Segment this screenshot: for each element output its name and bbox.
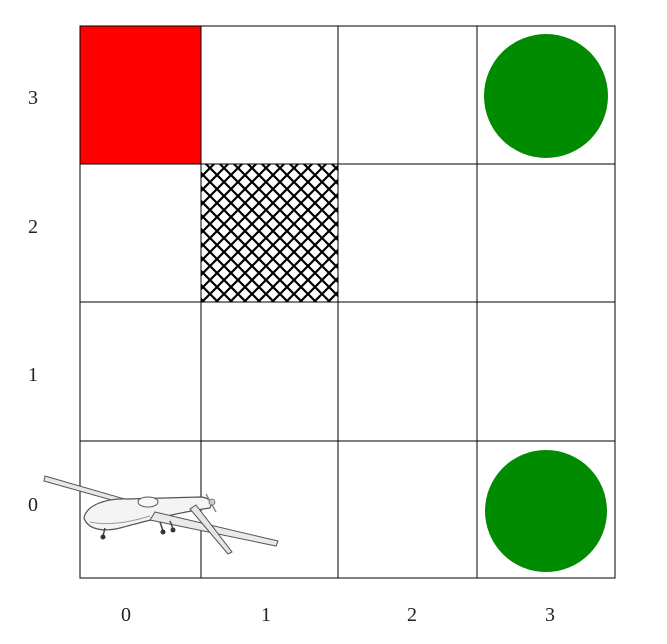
- y-label-3: 3: [28, 87, 38, 109]
- x-label-2: 2: [407, 604, 417, 626]
- red-square-cell: [80, 26, 201, 164]
- x-label-3: 3: [545, 604, 555, 626]
- x-label-1: 1: [261, 604, 271, 626]
- green-circle-goal-bottom: [485, 450, 607, 572]
- y-label-2: 2: [28, 216, 38, 238]
- y-label-1: 1: [28, 364, 38, 386]
- drone-agent-icon: [43, 475, 279, 555]
- y-axis-labels: 3 2 1 0: [28, 87, 38, 516]
- grid-lines: [79, 25, 616, 579]
- crosshatch-obstacle-cell: [201, 164, 338, 302]
- x-label-0: 0: [121, 604, 131, 626]
- green-circle-goal-top: [484, 34, 608, 158]
- y-label-0: 0: [28, 494, 38, 516]
- x-axis-labels: 0 1 2 3: [121, 604, 555, 626]
